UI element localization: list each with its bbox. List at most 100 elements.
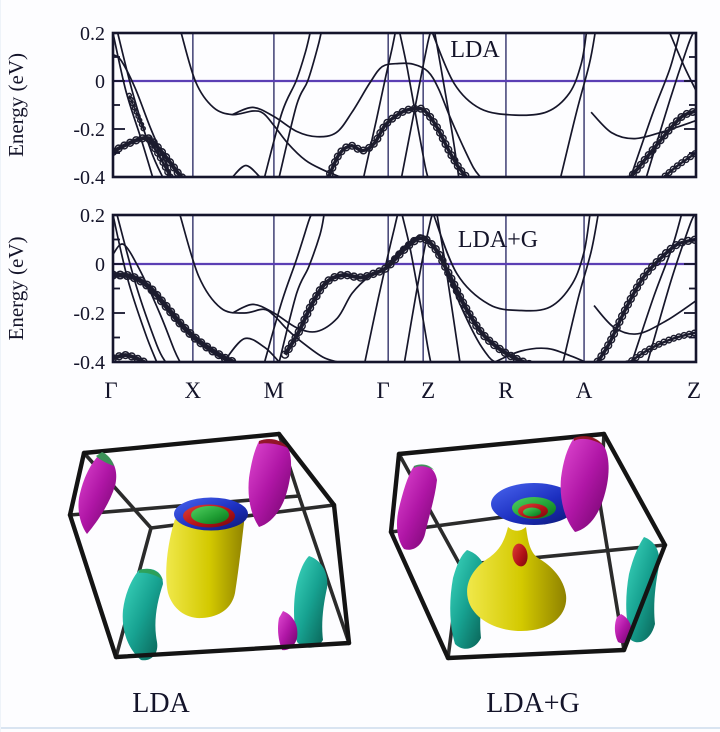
fermi-surface-lda-g: LDA+G <box>388 431 668 719</box>
fat-band-circle <box>660 131 669 140</box>
band-path <box>401 214 432 363</box>
k-point-label: Z <box>687 378 701 403</box>
band-path <box>631 214 683 363</box>
y-tick-label: 0 <box>95 254 105 276</box>
fat-band-circle <box>665 169 673 177</box>
fat-band-circle <box>490 340 499 350</box>
band-path <box>403 214 434 363</box>
panel-label: LDA+G <box>458 227 538 253</box>
bands-group <box>112 214 697 363</box>
y-tick-label: -0.4 <box>73 167 105 189</box>
band-panel-lda: 0.2 0 -0.2 -0.4 Energy (eV) LDA <box>4 23 698 189</box>
fat-band-circle <box>169 163 179 172</box>
fat-band-circle <box>636 160 645 169</box>
k-point-label: Γ <box>377 378 390 403</box>
fat-band-circle <box>175 318 185 328</box>
fat-band-circle <box>166 307 176 317</box>
band-path <box>223 337 280 363</box>
fat-band-path <box>148 139 173 178</box>
fat-band-circle <box>165 158 175 167</box>
fat-band-circle <box>422 235 431 245</box>
band-path <box>629 32 681 178</box>
band-path <box>669 32 697 91</box>
fs-ldag-spool <box>467 483 577 631</box>
band-path <box>362 32 397 178</box>
band-path <box>431 32 588 117</box>
fat-band-circle <box>639 272 649 281</box>
band-path <box>112 214 158 363</box>
fat-band-circle <box>161 301 171 311</box>
y-tick-label: 0.2 <box>80 23 105 45</box>
fat-band-circle <box>185 328 195 338</box>
fat-band-circle <box>640 155 649 164</box>
fat-band-circle <box>657 253 666 262</box>
band-path <box>180 32 341 178</box>
band-path <box>263 32 311 178</box>
fs-ldag-magenta-sheet-top <box>560 436 609 532</box>
panel-frame <box>111 213 698 364</box>
fat-band-circle <box>422 108 431 117</box>
fat-band-circle <box>390 255 400 264</box>
fat-band-circle <box>524 359 534 363</box>
fat-band-circle <box>365 143 374 152</box>
k-point-label: M <box>264 378 284 403</box>
fat-band-circle <box>130 100 136 107</box>
fs-ldag-label: LDA+G <box>486 688 580 719</box>
y-tick-label: -0.2 <box>73 119 105 141</box>
band-path <box>278 32 322 178</box>
band-path <box>231 164 261 178</box>
fs-ldag-teal-sheet-right <box>626 537 660 643</box>
fs-ldag-box-front-edges <box>388 431 668 661</box>
energy-axis-label: Energy (eV) <box>4 237 28 341</box>
fat-band-circle <box>170 312 180 323</box>
fat-band-path <box>627 109 697 178</box>
k-point-label: A <box>576 378 593 403</box>
fs-lda-cylinder <box>166 497 248 619</box>
fs-lda-teal-sheet-right <box>294 556 328 648</box>
fat-band-circle <box>395 250 404 259</box>
fat-band-circle <box>669 165 677 173</box>
fat-band-circle <box>142 280 152 290</box>
y-tick-label: -0.2 <box>73 303 105 325</box>
band-path <box>494 347 586 363</box>
fat-band-circle <box>644 150 653 160</box>
fs-ldag-magenta-sheet-top-cap <box>574 436 603 445</box>
fat-band-circle <box>690 329 697 337</box>
fat-band-path <box>112 272 240 363</box>
fs-lda-magenta-sheet-topleft-cap <box>96 452 114 466</box>
fat-band-circle <box>128 96 134 103</box>
fs-lda-teal-sheet-left-cap <box>139 568 163 580</box>
band-path <box>590 111 697 140</box>
y-tick-label: 0.2 <box>80 205 105 227</box>
band-path <box>433 32 460 178</box>
fat-band-circle <box>147 285 157 295</box>
fat-band-circle <box>484 336 494 345</box>
fermi-surface-lda: LDA <box>67 431 352 719</box>
fat-band-circle <box>136 117 143 124</box>
fs-lda-cylinder-green-core <box>191 506 229 524</box>
fs-lda-cylinder-body <box>166 514 245 619</box>
fat-band-circle <box>475 326 485 336</box>
fat-band-circle <box>379 123 388 132</box>
fat-band-circle <box>180 323 190 333</box>
fat-band-circle <box>404 241 414 250</box>
fs-lda-teal-sheet-left <box>122 568 163 661</box>
fat-band-circle <box>190 333 200 343</box>
fat-band-circle <box>133 109 139 115</box>
fat-band-circle <box>196 338 206 348</box>
fat-band-circle <box>668 121 677 131</box>
fat-band-circle <box>480 331 489 341</box>
fat-band-circle <box>381 264 390 273</box>
band-path <box>398 32 429 178</box>
bottom-border-line <box>1 727 720 729</box>
band-path <box>646 214 696 363</box>
fat-band-circle <box>648 262 657 271</box>
band-structure-panels: 0.2 0 -0.2 -0.4 Energy (eV) LDA 0.2 0 -0.2 -0.4 En… <box>4 23 701 403</box>
fat-band-circle <box>383 118 392 127</box>
fat-band-circle <box>632 165 641 174</box>
fat-band-circle <box>661 249 671 258</box>
band-path <box>278 214 325 363</box>
k-point-label: Γ <box>104 378 117 403</box>
